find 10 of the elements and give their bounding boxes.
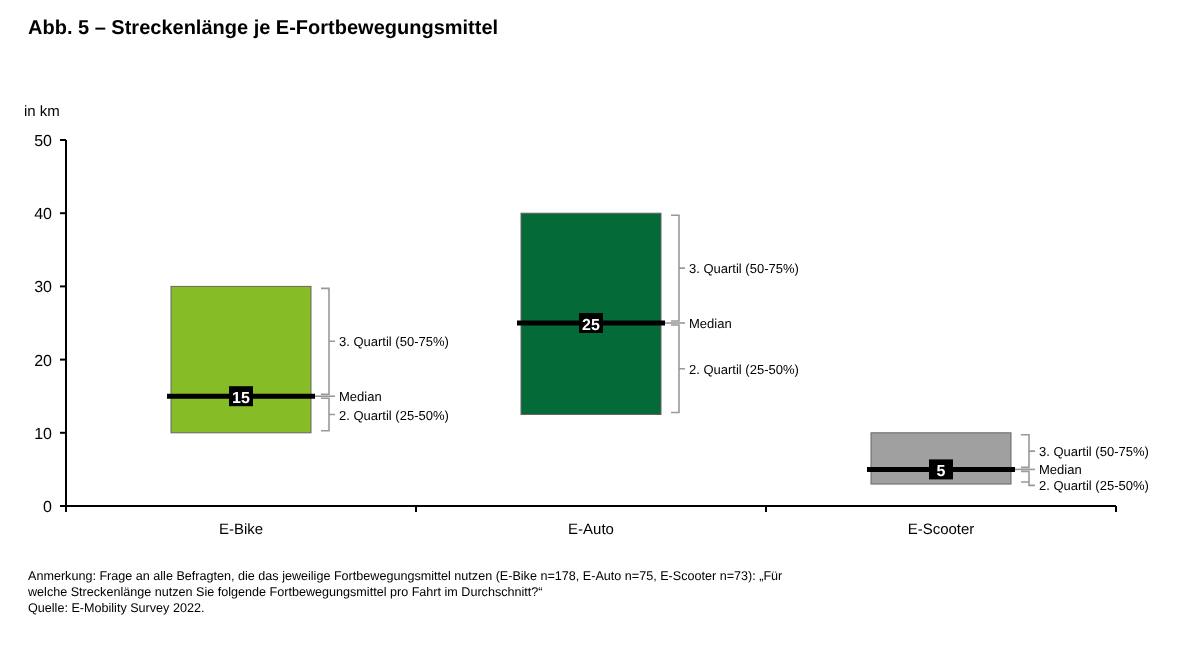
y-tick-label: 10: [34, 424, 54, 443]
y-tick-label: 50: [34, 132, 54, 150]
text: 5: [936, 462, 946, 481]
y-tick-label: 0: [43, 498, 54, 516]
text: 15: [232, 389, 250, 408]
y-tick-label: 40: [34, 205, 54, 224]
text: 25: [582, 316, 600, 334]
chart-title: Abb. 5 – Streckenlänge je E-Fortbewegungsmittel: [28, 18, 499, 40]
y-tick-label: 20: [34, 351, 54, 370]
y-tick-label: 30: [34, 278, 54, 297]
